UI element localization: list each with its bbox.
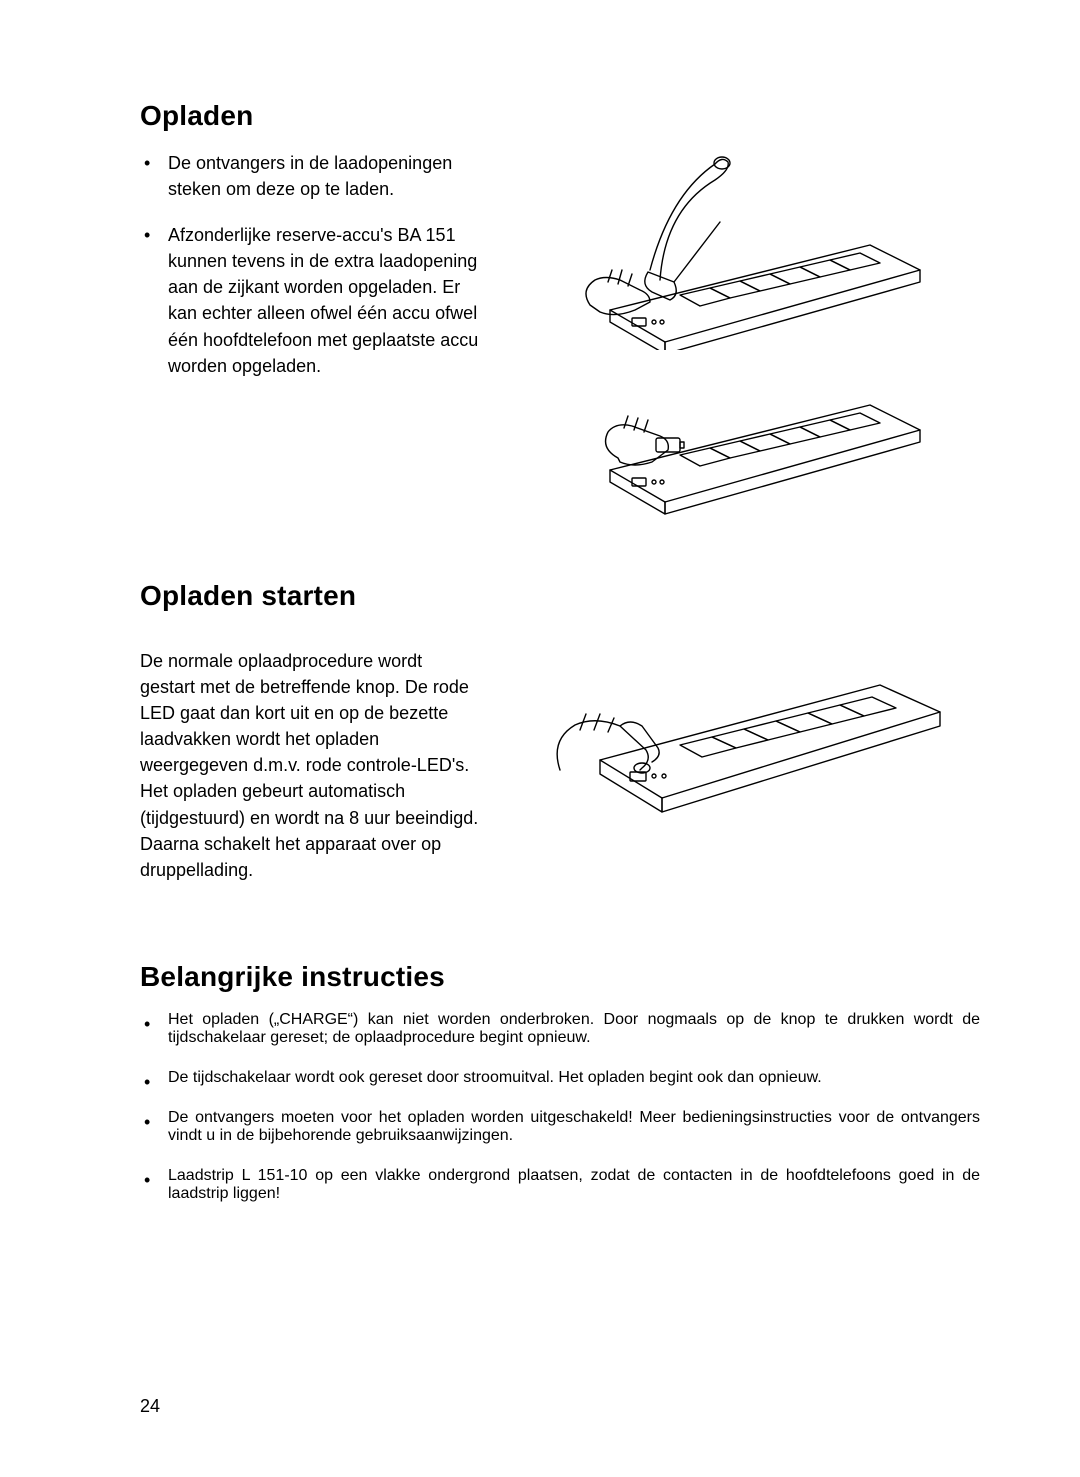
page-number: 24: [140, 1396, 160, 1417]
heading-opladen: Opladen: [140, 100, 980, 132]
opladen-starten-paragraph: De normale oplaadprocedure wordt gestart…: [140, 648, 480, 883]
figure-headset-charging: [570, 150, 930, 350]
heading-opladen-starten: Opladen starten: [140, 580, 980, 612]
section-opladen: Opladen De ontvangers in de laadopeninge…: [140, 100, 980, 520]
list-item: De tijdschakelaar wordt ook gereset door…: [140, 1069, 980, 1087]
section-opladen-starten: Opladen starten De normale oplaadprocedu…: [140, 580, 980, 901]
opladen-starten-columns: De normale oplaadprocedure wordt gestart…: [140, 630, 980, 901]
list-item: Laadstrip L 151-10 op een vlakke ondergr…: [140, 1167, 980, 1203]
opladen-bullets: De ontvangers in de laadopeningen steken…: [140, 150, 480, 379]
opladen-columns: De ontvangers in de laadopeningen steken…: [140, 150, 980, 520]
opladen-starten-figure-column: [520, 630, 980, 820]
belangrijke-bullets: Het opladen („CHARGE“) kan niet worden o…: [140, 1011, 980, 1203]
section-belangrijke-instructies: Belangrijke instructies Het opladen („CH…: [140, 961, 980, 1203]
opladen-figure-column: [520, 150, 980, 520]
document-page: Opladen De ontvangers in de laadopeninge…: [0, 0, 1080, 1477]
list-item: De ontvangers moeten voor het opladen wo…: [140, 1109, 980, 1145]
opladen-starten-text-column: De normale oplaadprocedure wordt gestart…: [140, 630, 480, 901]
list-item: Het opladen („CHARGE“) kan niet worden o…: [140, 1011, 980, 1047]
figure-battery-charging: [570, 370, 930, 520]
list-item: De ontvangers in de laadopeningen steken…: [140, 150, 480, 202]
list-item: Afzonderlijke reserve-accu's BA 151 kunn…: [140, 222, 480, 379]
figure-press-charge-button: [550, 630, 950, 820]
heading-belangrijke-instructies: Belangrijke instructies: [140, 961, 980, 993]
opladen-text-column: De ontvangers in de laadopeningen steken…: [140, 150, 480, 399]
